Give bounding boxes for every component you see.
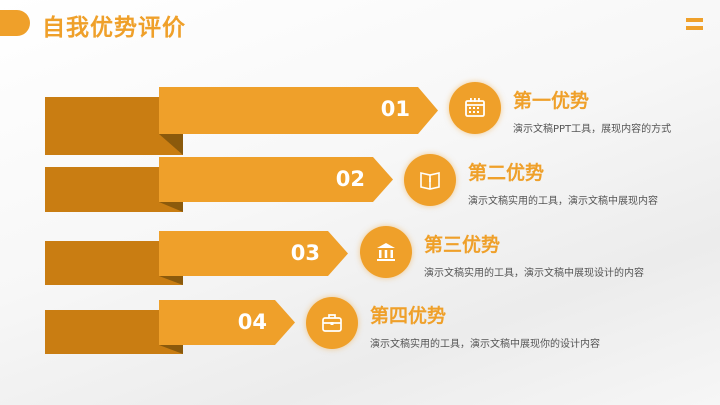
- item-description: 演示文稿PPT工具，展现内容的方式: [513, 124, 672, 135]
- page-title: 自我优势评价: [42, 15, 186, 41]
- ribbon-fold: [159, 134, 183, 155]
- item-title: 第一优势: [513, 90, 590, 112]
- menu-icon[interactable]: [686, 18, 703, 30]
- item-number: 04: [237, 310, 267, 334]
- icon-circle: [306, 297, 358, 349]
- ribbon-arrow: [159, 231, 348, 276]
- icon-circle: [360, 226, 412, 278]
- ribbon-arrow: [159, 87, 438, 134]
- ribbon-fold: [159, 276, 183, 285]
- item-title: 第二优势: [468, 162, 545, 184]
- item-number: 01: [380, 97, 410, 121]
- calendar-icon: [465, 98, 485, 117]
- item-description: 演示文稿实用的工具，演示文稿中展现内容: [468, 196, 658, 207]
- ribbon-arrow: [159, 157, 393, 202]
- item-number: 03: [290, 241, 320, 265]
- title-decoration: [0, 10, 30, 36]
- ribbon-fold: [159, 345, 183, 354]
- item-number: 02: [335, 167, 365, 191]
- book-icon: [420, 172, 440, 190]
- item-description: 演示文稿实用的工具，演示文稿中展现你的设计内容: [370, 339, 600, 350]
- icon-circle: [404, 154, 456, 206]
- item-title: 第四优势: [370, 305, 447, 327]
- ribbon-arrow: [159, 300, 295, 345]
- bank-icon: [377, 243, 395, 261]
- ribbon-fold: [159, 202, 183, 212]
- briefcase-icon: [322, 314, 342, 332]
- item-title: 第三优势: [424, 234, 501, 256]
- item-description: 演示文稿实用的工具，演示文稿中展现设计的内容: [424, 268, 644, 279]
- icon-circle: [449, 82, 501, 134]
